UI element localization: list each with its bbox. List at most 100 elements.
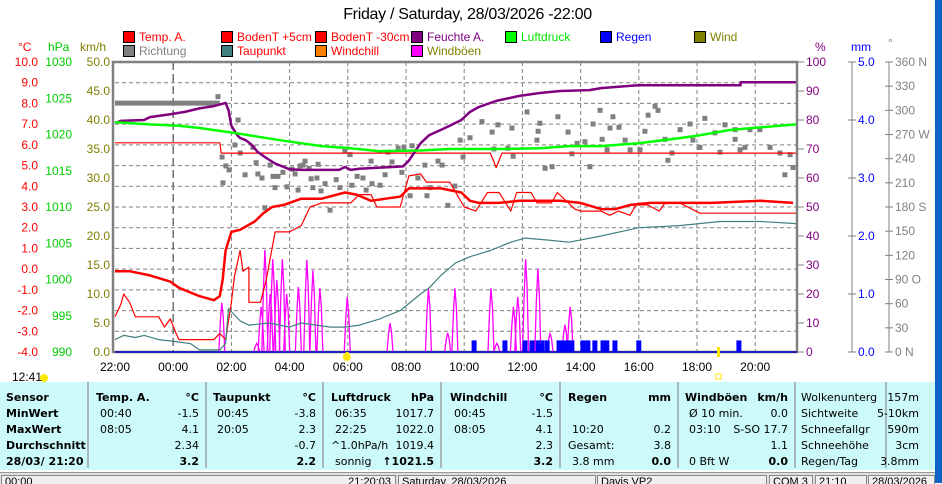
legend-label: BodenT +5cm bbox=[237, 30, 312, 44]
richtung-point bbox=[337, 185, 343, 191]
rain-bar bbox=[502, 340, 508, 352]
cell-label: 03:10 bbox=[689, 423, 721, 436]
richtung-point bbox=[655, 107, 661, 113]
richtung-point bbox=[267, 162, 273, 168]
sensor-column: Sensor MinWert MaxWert Durchschnitt 28/0… bbox=[0, 382, 89, 468]
cell-label: 3.8 mm bbox=[572, 455, 615, 468]
rain-bar bbox=[636, 340, 642, 352]
row-label: MaxWert bbox=[6, 423, 62, 436]
cell-label: Gesamt: bbox=[568, 439, 615, 452]
richtung-point bbox=[610, 114, 616, 120]
richtung-point bbox=[407, 193, 413, 199]
axis-tick-label-rain: 1.0 bbox=[858, 287, 875, 301]
series-taupunkt bbox=[114, 220, 796, 351]
rain-bar bbox=[539, 340, 545, 352]
richtung-point bbox=[369, 181, 375, 187]
richtung-point bbox=[782, 172, 788, 178]
axis-tick-label-humidity: 30 bbox=[806, 258, 820, 272]
richtung-point bbox=[295, 187, 301, 193]
cell-label: 08:05 bbox=[454, 423, 486, 436]
axis-tick-label-wind: 40.0 bbox=[87, 113, 111, 127]
richtung-point bbox=[347, 152, 353, 158]
legend-item: Richtung bbox=[123, 44, 186, 58]
legend-label: Taupunkt bbox=[237, 44, 286, 58]
richtung-point bbox=[622, 137, 628, 143]
legend-label: BodenT -30cm bbox=[331, 30, 410, 44]
status-time: 21:20:03 bbox=[348, 476, 391, 484]
extra-column: Wolkenunterg 157m Sichtweite 5-10km Schneefa… bbox=[797, 382, 919, 468]
x-tick-label: 14:00 bbox=[566, 360, 596, 374]
richtung-point bbox=[318, 188, 324, 194]
richtung-point bbox=[452, 183, 458, 189]
richtung-point bbox=[616, 124, 622, 130]
richtung-point bbox=[722, 122, 728, 128]
status-text: COM 3 bbox=[773, 476, 808, 484]
axis-tick-label-humidity: 0 bbox=[806, 345, 813, 359]
richtung-point bbox=[354, 173, 360, 179]
legend-label: Feuchte A. bbox=[427, 30, 485, 44]
unit-humidity: % bbox=[815, 40, 826, 54]
axis-tick-label-temp: 7.0 bbox=[21, 117, 38, 131]
x-tick-label: 18:00 bbox=[682, 360, 712, 374]
cell-label: 06:35 bbox=[335, 407, 367, 420]
x-tick-label: 12:00 bbox=[507, 360, 537, 374]
richtung-point bbox=[422, 162, 428, 168]
legend-swatch bbox=[411, 31, 423, 43]
richtung-point bbox=[677, 127, 683, 133]
rain-bar bbox=[522, 340, 528, 352]
legend-swatch bbox=[315, 31, 327, 43]
rain-bar bbox=[565, 340, 571, 352]
rain-bar bbox=[580, 340, 586, 352]
x-tick-label: 02:00 bbox=[216, 360, 246, 374]
richtung-point bbox=[549, 164, 555, 170]
row-label: Durchschnitt bbox=[6, 439, 86, 452]
richtung-point bbox=[308, 176, 314, 182]
richtung-point bbox=[272, 185, 278, 191]
axis-tick-label-humidity: 40 bbox=[806, 229, 820, 243]
richtung-point bbox=[363, 187, 369, 193]
richtung-point bbox=[702, 115, 708, 121]
cell-value: ↑1021.5 bbox=[382, 455, 434, 468]
axis-tick-label-direction: 180 S bbox=[895, 200, 926, 214]
legend-item: Luftdruck bbox=[505, 30, 570, 44]
x-tick-label: 04:00 bbox=[275, 360, 305, 374]
legend-item: Windböen bbox=[411, 44, 481, 58]
axis-tick-label-temp: 4.0 bbox=[21, 179, 38, 193]
axis-tick-label-temp: -1.0 bbox=[17, 283, 38, 297]
column-header: Regen bbox=[568, 391, 608, 404]
richtung-point bbox=[424, 193, 430, 199]
rain-bar bbox=[612, 340, 618, 352]
column-unit: mm bbox=[648, 391, 671, 404]
richtung-point bbox=[495, 122, 501, 128]
x-tick-label: 10:00 bbox=[449, 360, 479, 374]
status-start: 00:00 bbox=[5, 476, 33, 484]
rain-bar bbox=[529, 340, 535, 352]
axis-tick-label-pressure: 1010 bbox=[45, 200, 72, 214]
richtung-point bbox=[242, 172, 248, 178]
axis-tick-label-direction: 60 bbox=[895, 297, 909, 311]
legend-label: Regen bbox=[616, 30, 652, 44]
legend-swatch bbox=[221, 45, 233, 57]
richtung-point bbox=[757, 127, 763, 133]
column-windchill: Windchill °C 00:45 -1.5 08:05 4.1 2.3 3.2 bbox=[444, 382, 561, 468]
now-marker bbox=[345, 352, 349, 360]
axis-tick-label-pressure: 995 bbox=[52, 309, 72, 323]
axis-tick-label-pressure: 1000 bbox=[45, 273, 72, 287]
marker bbox=[717, 347, 720, 357]
legend-swatch bbox=[221, 31, 233, 43]
sunset-icon bbox=[715, 373, 722, 380]
richtung-point bbox=[349, 182, 355, 188]
richtung-point bbox=[415, 175, 421, 181]
status-text: 21:10 bbox=[819, 476, 847, 484]
cell-value: 1017.7 bbox=[395, 407, 435, 420]
richtung-point bbox=[333, 177, 339, 183]
axis-tick-label-direction: 330 bbox=[895, 79, 915, 93]
axis-tick-label-wind: 5.0 bbox=[93, 316, 110, 330]
axis-tick-label-wind: 25.0 bbox=[87, 200, 111, 214]
cell-value: 0.0 bbox=[770, 407, 789, 420]
legend-item: BodenT -30cm bbox=[315, 30, 410, 44]
richtung-point bbox=[717, 149, 723, 155]
axis-tick-label-rain: 5.0 bbox=[858, 55, 875, 69]
richtung-point bbox=[220, 180, 226, 186]
richtung-point bbox=[652, 103, 658, 109]
